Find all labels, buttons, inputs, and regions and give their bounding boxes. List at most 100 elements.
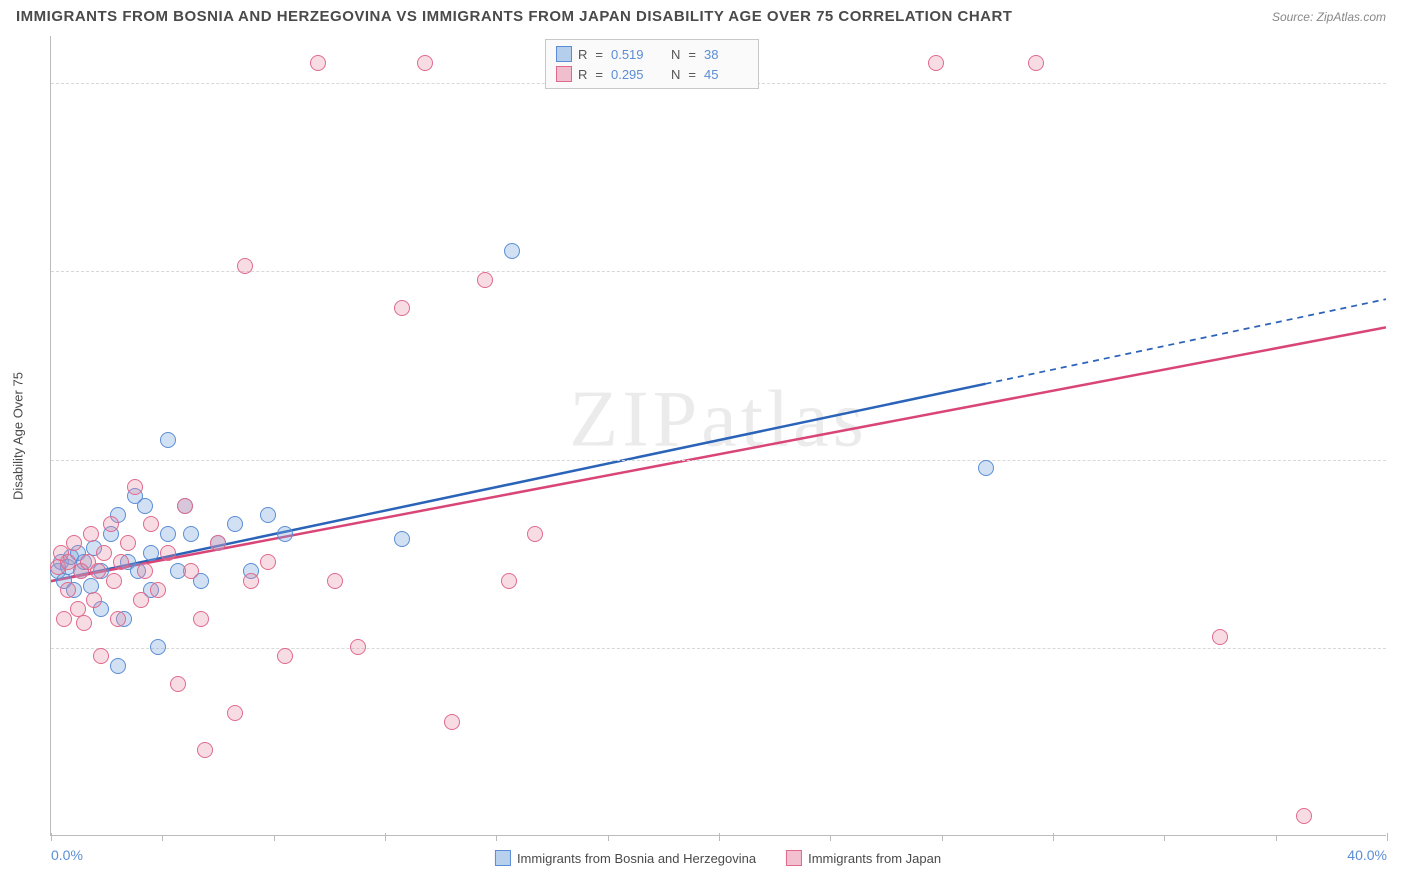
watermark: ZIPatlas bbox=[569, 374, 868, 465]
scatter-point bbox=[260, 507, 276, 523]
scatter-point bbox=[110, 611, 126, 627]
stat-r-value: 0.295 bbox=[611, 67, 655, 82]
legend-swatch bbox=[786, 850, 802, 866]
series-legend: Immigrants from Bosnia and Herzegovina Im… bbox=[495, 850, 941, 866]
legend-swatch bbox=[556, 46, 572, 62]
scatter-point bbox=[170, 676, 186, 692]
scatter-point bbox=[83, 526, 99, 542]
scatter-point bbox=[183, 526, 199, 542]
x-tick bbox=[385, 833, 386, 841]
stat-r-label: R bbox=[578, 67, 587, 82]
scatter-point bbox=[243, 573, 259, 589]
scatter-point bbox=[504, 243, 520, 259]
scatter-point bbox=[60, 582, 76, 598]
scatter-point bbox=[150, 639, 166, 655]
trend-line bbox=[51, 384, 986, 581]
legend-label: Immigrants from Japan bbox=[808, 851, 941, 866]
plot-region: ZIPatlas 40.0%60.0%80.0%100.0%0.0%40.0% bbox=[50, 36, 1386, 836]
scatter-point bbox=[110, 658, 126, 674]
scatter-point bbox=[227, 516, 243, 532]
stat-n-value: 38 bbox=[704, 47, 748, 62]
scatter-point bbox=[197, 742, 213, 758]
x-tick bbox=[1387, 833, 1388, 841]
stat-eq: = bbox=[688, 47, 696, 62]
scatter-point bbox=[193, 611, 209, 627]
gridline-horizontal bbox=[51, 648, 1386, 649]
y-tick-label: 40.0% bbox=[1396, 640, 1406, 656]
x-tick-minor bbox=[162, 835, 163, 841]
scatter-point bbox=[1028, 55, 1044, 71]
scatter-point bbox=[394, 531, 410, 547]
scatter-point bbox=[86, 592, 102, 608]
scatter-point bbox=[96, 545, 112, 561]
scatter-point bbox=[210, 535, 226, 551]
scatter-point bbox=[477, 272, 493, 288]
x-tick-minor bbox=[1164, 835, 1165, 841]
x-tick bbox=[1053, 833, 1054, 841]
stat-eq: = bbox=[595, 67, 603, 82]
gridline-horizontal bbox=[51, 271, 1386, 272]
scatter-point bbox=[160, 545, 176, 561]
scatter-point bbox=[527, 526, 543, 542]
scatter-point bbox=[113, 554, 129, 570]
scatter-point bbox=[143, 516, 159, 532]
scatter-point bbox=[143, 545, 159, 561]
scatter-point bbox=[93, 648, 109, 664]
legend-label: Immigrants from Bosnia and Herzegovina bbox=[517, 851, 756, 866]
scatter-point bbox=[150, 582, 166, 598]
scatter-point bbox=[310, 55, 326, 71]
x-tick-minor bbox=[1276, 835, 1277, 841]
scatter-point bbox=[394, 300, 410, 316]
x-tick-label: 40.0% bbox=[1347, 847, 1387, 863]
scatter-point bbox=[137, 498, 153, 514]
trend-line bbox=[51, 327, 1386, 581]
legend-swatch bbox=[556, 66, 572, 82]
x-tick-minor bbox=[608, 835, 609, 841]
scatter-point bbox=[227, 705, 243, 721]
scatter-point bbox=[76, 615, 92, 631]
scatter-point bbox=[183, 563, 199, 579]
scatter-point bbox=[350, 639, 366, 655]
scatter-point bbox=[133, 592, 149, 608]
x-tick-minor bbox=[496, 835, 497, 841]
trend-lines-svg bbox=[51, 36, 1386, 835]
scatter-point bbox=[237, 258, 253, 274]
scatter-point bbox=[103, 516, 119, 532]
x-tick-minor bbox=[942, 835, 943, 841]
x-tick bbox=[719, 833, 720, 841]
scatter-point bbox=[978, 460, 994, 476]
scatter-point bbox=[327, 573, 343, 589]
stats-row: R = 0.519 N = 38 bbox=[546, 44, 758, 64]
legend-item: Immigrants from Japan bbox=[786, 850, 941, 866]
stat-r-value: 0.519 bbox=[611, 47, 655, 62]
scatter-point bbox=[260, 554, 276, 570]
scatter-point bbox=[106, 573, 122, 589]
scatter-point bbox=[928, 55, 944, 71]
scatter-point bbox=[90, 563, 106, 579]
scatter-point bbox=[120, 535, 136, 551]
scatter-point bbox=[160, 526, 176, 542]
scatter-point bbox=[137, 563, 153, 579]
legend-swatch bbox=[495, 850, 511, 866]
y-tick-label: 80.0% bbox=[1396, 263, 1406, 279]
trend-line-extrapolated bbox=[986, 299, 1387, 384]
stat-eq: = bbox=[595, 47, 603, 62]
scatter-point bbox=[127, 479, 143, 495]
gridline-horizontal bbox=[51, 460, 1386, 461]
scatter-point bbox=[1296, 808, 1312, 824]
chart-title: IMMIGRANTS FROM BOSNIA AND HERZEGOVINA V… bbox=[16, 8, 1012, 25]
x-tick bbox=[51, 833, 52, 841]
stat-n-label: N bbox=[671, 67, 680, 82]
stat-n-label: N bbox=[671, 47, 680, 62]
source-attribution: Source: ZipAtlas.com bbox=[1272, 10, 1386, 24]
x-tick-label: 0.0% bbox=[51, 847, 83, 863]
scatter-point bbox=[444, 714, 460, 730]
stat-r-label: R bbox=[578, 47, 587, 62]
scatter-point bbox=[66, 535, 82, 551]
x-tick-minor bbox=[830, 835, 831, 841]
y-axis-label: Disability Age Over 75 bbox=[11, 372, 26, 500]
correlation-stats-box: R=0.519N=38R=0.295N=45 bbox=[545, 39, 759, 89]
scatter-point bbox=[1212, 629, 1228, 645]
scatter-point bbox=[277, 526, 293, 542]
scatter-point bbox=[277, 648, 293, 664]
